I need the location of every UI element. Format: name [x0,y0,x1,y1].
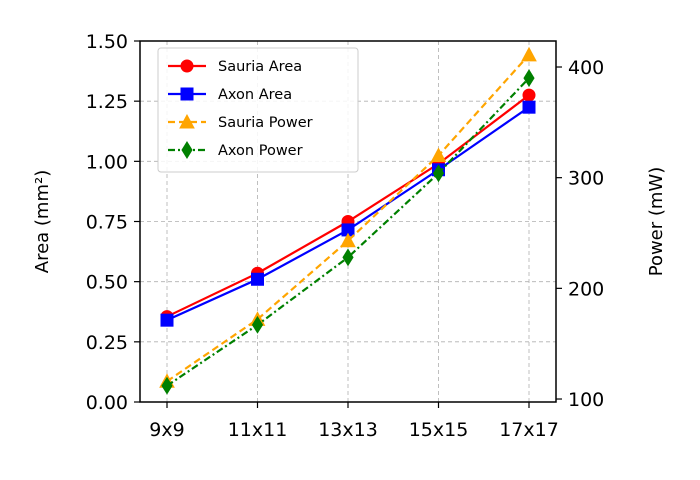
axes: 9x9 11x11 13x13 15x15 17x17 0.00 0.25 0.50 0.75 1… [86,31,605,441]
data-point [522,100,536,114]
x-tick-label: 17x17 [499,419,559,441]
data-point [430,147,447,163]
y-left-tick-label: 0.50 [86,272,128,294]
data-point [161,376,173,395]
y-axis-right-title: Power (mW) [646,167,667,277]
y-left-tick-label: 1.25 [86,91,128,113]
y-right-tick-label: 100 [568,389,604,411]
legend-entry: Sauria Area [168,59,302,75]
data-point [160,313,174,327]
x-tick-label: 9x9 [149,419,184,441]
legend-box [157,47,359,173]
data-point [342,248,354,267]
legend-label: Sauria Area [218,59,302,75]
x-tick-label: 13x13 [318,419,378,441]
data-point [523,69,535,88]
series-axon-power [161,69,535,395]
data-point [522,88,536,102]
series-layer [159,46,537,395]
legend-entry: Sauria Power [168,113,313,131]
x-tick-label: 11x11 [228,419,288,441]
legend-entry: Axon Area [168,87,292,103]
x-tick-label: 15x15 [409,419,469,441]
y-left-tick-label: 1.50 [86,31,128,53]
legend-marker [180,59,194,73]
y-left-tick-label: 0.75 [86,212,128,234]
legend-marker [181,141,193,159]
series-line [166,54,530,383]
y-right-tick-label: 300 [568,168,604,190]
legend-marker [179,113,195,129]
legend: Sauria Area Axon Area Sauria Power Axon Pow… [157,47,359,173]
data-point [432,164,445,183]
y-right-tick-label: 400 [568,57,604,79]
y-left-tick-label: 1.00 [86,151,128,173]
legend-label: Sauria Power [218,115,313,131]
series-axon-area [160,100,536,327]
legend-marker [180,87,194,101]
legend-entry: Axon Power [168,141,303,159]
y-right-tick-label: 200 [568,278,604,300]
data-point [251,315,264,334]
legend-label: Axon Power [218,143,303,159]
data-point [251,272,264,286]
y-left-tick-label: 0.25 [86,332,128,354]
y-axis-left-title: Area (mm²) [32,170,53,273]
data-point [340,232,356,248]
y-left-tick-label: 0.00 [86,392,128,414]
data-point [521,46,537,62]
legend-label: Axon Area [218,87,292,103]
